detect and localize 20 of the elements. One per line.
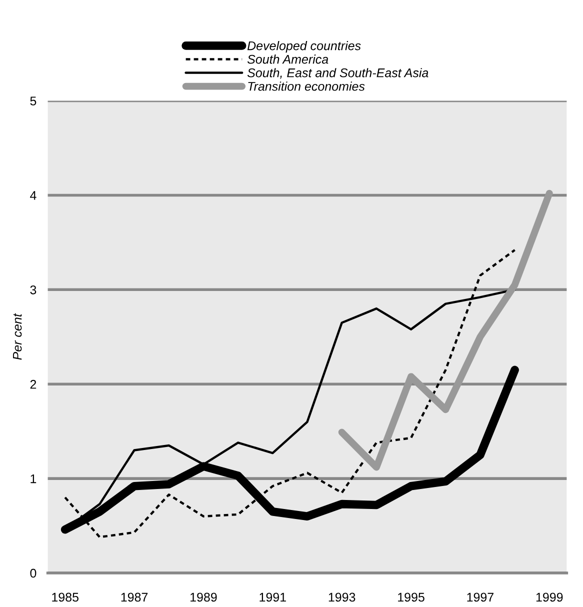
x-tick-label: 1991 xyxy=(260,592,286,602)
y-tick-label: 0 xyxy=(30,568,36,578)
y-tick-label: 5 xyxy=(30,96,36,106)
y-tick-label: 2 xyxy=(30,380,36,389)
y-tick-label: 1 xyxy=(30,474,36,484)
x-tick-label: 1989 xyxy=(190,592,217,602)
x-tick-label: 1993 xyxy=(328,592,356,602)
legend-label: South, East and South-East Asia xyxy=(247,68,428,79)
x-tick-label: 1987 xyxy=(121,592,148,602)
y-tick-label: 4 xyxy=(30,191,36,200)
y-tick-label: 3 xyxy=(30,285,36,294)
x-tick-label: 1985 xyxy=(52,592,78,602)
legend-label: Developed countries xyxy=(247,41,361,53)
x-tick-label: 1997 xyxy=(467,592,494,602)
legend-label: South America xyxy=(247,54,328,64)
x-tick-label: 1995 xyxy=(398,592,424,602)
legend-label: Transition economies xyxy=(248,82,365,91)
y-axis-title: Per cent xyxy=(12,313,22,360)
x-tick-label: 1999 xyxy=(536,592,563,602)
line-series xyxy=(64,248,516,538)
